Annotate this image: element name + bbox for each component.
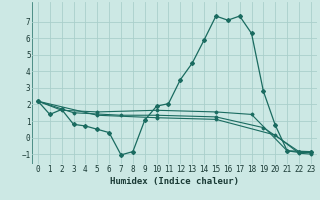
X-axis label: Humidex (Indice chaleur): Humidex (Indice chaleur): [110, 177, 239, 186]
